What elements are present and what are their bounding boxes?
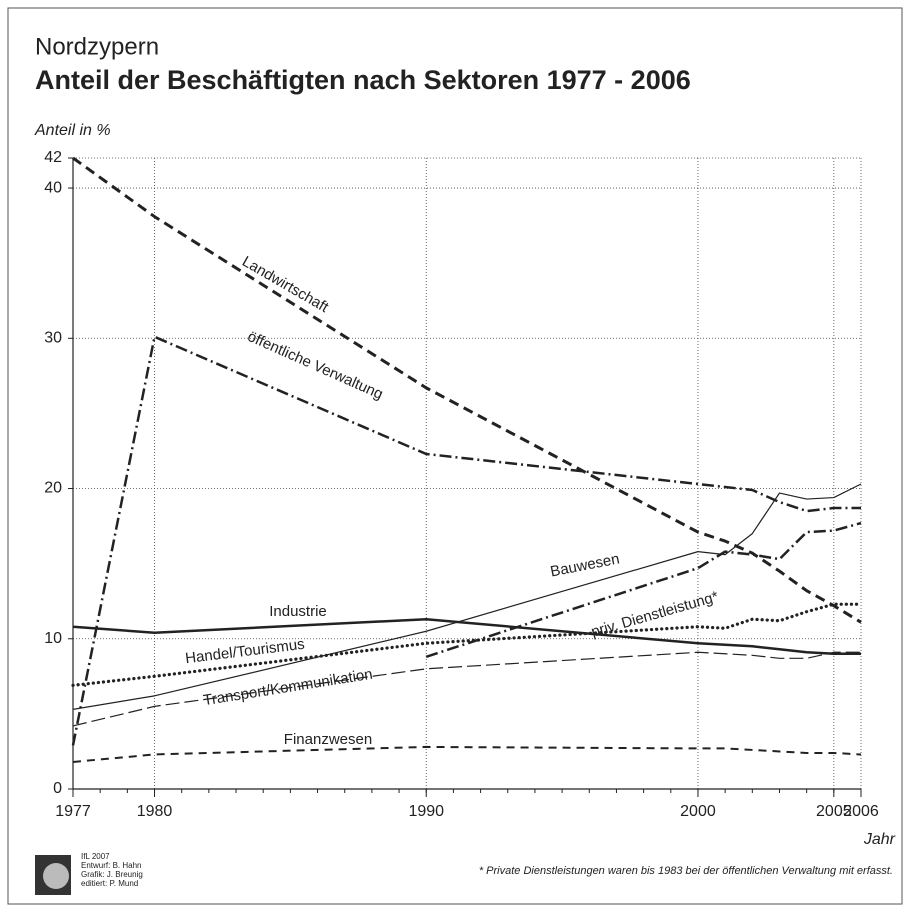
x-tick-label: 1980: [137, 803, 173, 820]
y-tick-label: 0: [53, 780, 62, 797]
y-axis-label: Anteil in %: [34, 122, 111, 139]
y-tick-label: 10: [44, 630, 62, 647]
series-line: [72, 745, 862, 763]
series-label: Transport/Kommunikation: [202, 666, 374, 710]
x-tick-label: 2000: [680, 803, 716, 820]
series-line: [72, 156, 862, 624]
frame: [7, 7, 903, 905]
series-line: [72, 617, 861, 656]
credit: IfL 2007: [81, 852, 110, 861]
series-label: Finanzwesen: [284, 731, 372, 748]
series-label: Bauwesen: [549, 550, 621, 580]
series-label: Landwirtschaft: [239, 253, 332, 316]
series-label: öffentliche Verwaltung: [245, 328, 386, 403]
x-tick-label: 2006: [843, 803, 879, 820]
x-tick-label: 1977: [55, 803, 91, 820]
chart-supertitle: Nordzypern: [35, 33, 159, 60]
y-tick-label: 42: [44, 149, 62, 166]
series-label: Industrie: [269, 603, 327, 620]
x-axis-label: Jahr: [863, 831, 896, 848]
series-line: [72, 483, 862, 710]
y-tick-label: 20: [44, 480, 62, 497]
series-line: [72, 651, 861, 727]
footnote: * Private Dienstleistungen waren bis 198…: [479, 865, 893, 877]
x-tick-label: 1990: [408, 803, 444, 820]
y-tick-label: 30: [44, 330, 62, 347]
logo-globe: [43, 863, 69, 889]
credit: editiert: P. Mund: [81, 879, 138, 888]
series-line: [71, 602, 863, 687]
y-tick-label: 40: [44, 179, 62, 196]
logo: [35, 855, 71, 895]
x-tick-label: 2005: [816, 803, 852, 820]
credit: Grafik: J. Breunig: [81, 870, 143, 879]
chart-title: Anteil der Beschäftigten nach Sektoren 1…: [35, 65, 691, 95]
credit: Entwurf: B. Hahn: [81, 861, 141, 870]
series-label: Handel/Tourismus: [184, 636, 305, 668]
series-line: [425, 521, 862, 658]
